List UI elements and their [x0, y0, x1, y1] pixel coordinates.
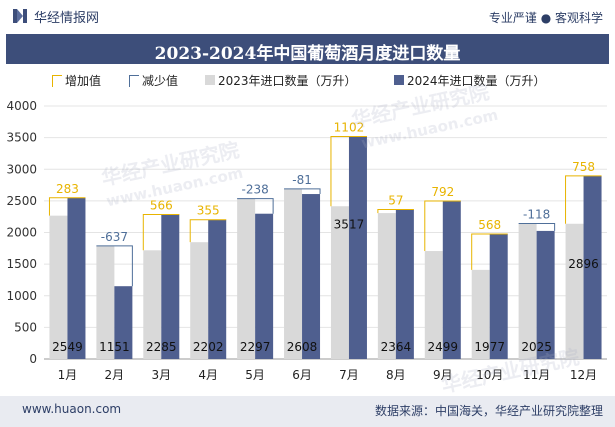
x-tick-label: 6月: [292, 368, 312, 382]
value-label-2024: 1977: [474, 340, 505, 354]
value-label-2024: 2202: [193, 340, 224, 354]
y-tick-label: 1500: [6, 257, 37, 271]
footer: www.huaon.com 数据来源：中国海关，华经产业研究院整理: [0, 396, 615, 427]
swatch-2024-icon: [394, 75, 404, 85]
bar-2024: [583, 175, 602, 359]
bar-2024: [442, 200, 461, 359]
increase-marker: [48, 197, 86, 216]
increase-marker: [142, 213, 180, 251]
difference-label: 792: [431, 185, 454, 199]
y-tick-label: 2000: [6, 226, 37, 240]
bar-2023: [49, 215, 68, 359]
x-tick-label: 12月: [570, 368, 597, 382]
bar-2024: [161, 214, 180, 359]
bar-2023: [330, 206, 349, 359]
value-label-2024: 2297: [240, 340, 271, 354]
y-tick-label: 3000: [6, 162, 37, 176]
x-tick-label: 3月: [151, 368, 171, 382]
decrease-legend-icon: [129, 75, 139, 87]
x-tick-label: 1月: [58, 368, 78, 382]
bar-2023: [424, 251, 443, 359]
decrease-marker: [284, 188, 321, 195]
chart-title: 2023-2024年中国葡萄酒月度进口数量: [154, 44, 461, 64]
difference-label: 566: [150, 198, 173, 212]
value-label-2024: 2364: [381, 340, 412, 354]
title-bar: 2023-2024年中国葡萄酒月度进口数量: [6, 34, 609, 64]
value-label-2024: 2549: [52, 340, 83, 354]
bar-2023: [518, 223, 537, 359]
bar-2023: [565, 223, 584, 359]
bar-2024: [208, 219, 227, 359]
bar-2023: [471, 269, 490, 359]
y-tick-label: 1000: [6, 289, 37, 303]
brand-logo-icon: [13, 9, 27, 23]
legend-label: 增加值: [65, 74, 102, 88]
x-tick-label: 7月: [339, 368, 359, 382]
x-tick-label: 4月: [198, 368, 218, 382]
legend-label: 2024年进口数量（万升）: [407, 74, 546, 88]
y-tick-label: 3500: [6, 131, 37, 145]
bar-2023: [284, 188, 303, 359]
value-label-2024: 2608: [287, 340, 318, 354]
bar-2024: [255, 213, 274, 359]
x-tick-label: 9月: [433, 368, 453, 382]
difference-label: 568: [478, 218, 501, 232]
difference-label: 758: [572, 160, 595, 174]
increase-marker: [330, 136, 367, 207]
difference-label: 57: [388, 193, 403, 207]
value-label-2024: 2285: [146, 340, 177, 354]
difference-label: -81: [292, 173, 312, 187]
difference-label: 355: [197, 204, 220, 218]
value-label-2024: 2025: [521, 340, 552, 354]
y-tick-label: 0: [29, 352, 37, 366]
value-label-2024: 2499: [428, 340, 459, 354]
bar-2023: [143, 250, 162, 359]
bar-2024: [302, 194, 321, 359]
difference-label: -118: [523, 207, 550, 221]
bar-2024: [489, 233, 508, 359]
x-tick-label: 2月: [105, 368, 125, 382]
y-tick-label: 2500: [6, 194, 37, 208]
increase-marker: [189, 219, 227, 243]
bar-2024: [114, 286, 133, 359]
value-label-2024: 1151: [99, 340, 130, 354]
footer-source: 数据来源：中国海关，华经产业研究院整理: [374, 404, 603, 418]
footer-website: www.huaon.com: [22, 402, 122, 416]
increase-marker: [377, 208, 414, 214]
difference-label: -238: [242, 183, 269, 197]
bar-2023: [237, 198, 256, 359]
legend-label: 减少值: [142, 74, 179, 88]
y-tick-label: 4000: [6, 99, 37, 113]
bar-2024: [67, 197, 86, 359]
value-label-2024: 2896: [568, 257, 599, 271]
bar-2023: [377, 213, 396, 359]
y-tick-label: 500: [14, 320, 37, 334]
difference-label: 1102: [334, 121, 365, 135]
x-tick-label: 5月: [245, 368, 265, 382]
increase-marker: [565, 175, 602, 224]
brand-name: 华经情报网: [34, 11, 100, 26]
difference-label: -637: [101, 230, 128, 244]
value-label-2024: 3517: [334, 218, 365, 232]
x-tick-label: 8月: [386, 368, 406, 382]
decrease-marker: [518, 222, 556, 231]
top-bar: 华经情报网 专业严谨 ● 客观科学: [0, 0, 615, 32]
decrease-marker: [96, 245, 133, 287]
bar-2024: [348, 136, 367, 359]
slogan: 专业严谨 ● 客观科学: [488, 11, 603, 25]
increase-marker: [424, 200, 461, 252]
bar-2023: [190, 242, 209, 359]
x-tick-label: 11月: [523, 368, 550, 382]
increase-legend-icon: [52, 75, 62, 87]
bar-2023: [96, 245, 115, 359]
x-tick-label: 10月: [476, 368, 503, 382]
swatch-2023-icon: [205, 75, 215, 85]
bar-chart: 0 500 1000 1500 2000 2500 3000 3500 4000 283 2549 1…: [6, 99, 607, 382]
bar-2024: [395, 209, 414, 359]
bar-2024: [536, 230, 555, 359]
legend-label: 2023年进口数量（万升）: [218, 74, 357, 88]
difference-label: 283: [56, 182, 79, 196]
decrease-marker: [237, 198, 274, 214]
increase-marker: [471, 233, 508, 270]
